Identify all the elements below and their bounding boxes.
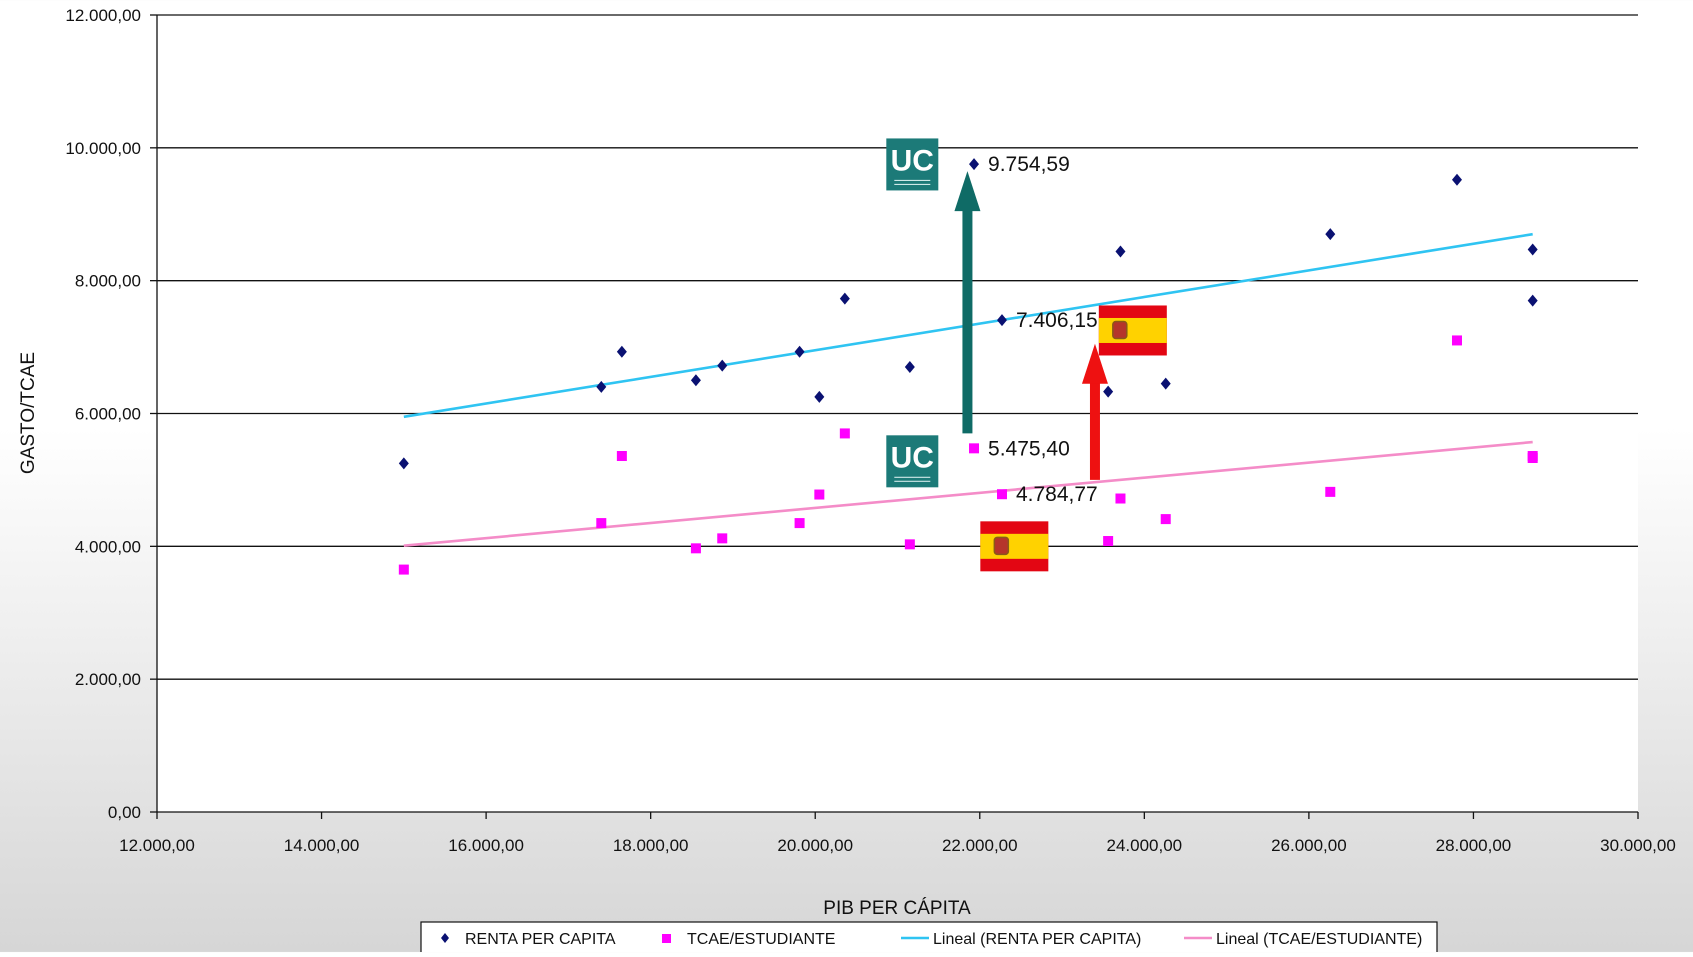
y-axis-title: GASTO/TCAE xyxy=(18,352,39,474)
legend-label: Lineal (RENTA PER CAPITA) xyxy=(933,931,1141,948)
arrow-head xyxy=(1081,343,1108,384)
legend-label: RENTA PER CAPITA xyxy=(465,931,616,948)
x-axis-title: PIB PER CÁPITA xyxy=(823,898,971,919)
flag-yellow xyxy=(980,533,1049,559)
data-point xyxy=(717,533,728,544)
data-point xyxy=(969,158,980,171)
legend: RENTA PER CAPITA TCAE/ESTUDIANTE Lineal (R… xyxy=(420,921,1438,955)
spain-flag xyxy=(980,521,1049,572)
arrows xyxy=(954,171,1108,480)
data-point xyxy=(596,518,607,529)
value-annotation: 7.406,15 xyxy=(1016,309,1098,332)
uc-logo: UC xyxy=(886,435,939,488)
data-point xyxy=(1451,173,1462,186)
data-point xyxy=(1160,514,1171,525)
spain-flag xyxy=(1098,305,1167,356)
data-point xyxy=(1451,335,1462,346)
x-tick-label: 22.000,00 xyxy=(942,836,1018,855)
data-point xyxy=(1325,228,1336,241)
data-point xyxy=(1103,536,1114,547)
uc-logo-bg xyxy=(886,435,939,488)
data-point xyxy=(398,564,409,575)
data-point xyxy=(398,457,409,470)
data-point xyxy=(1115,493,1126,504)
data-point xyxy=(690,374,701,387)
data-point xyxy=(690,543,701,554)
data-point xyxy=(839,292,850,305)
x-tick-label: 14.000,00 xyxy=(284,836,360,855)
data-point xyxy=(1160,377,1171,390)
legend-marker xyxy=(441,933,449,943)
trendline xyxy=(403,440,1533,547)
data-point xyxy=(616,345,627,358)
x-tick-label: 20.000,00 xyxy=(777,836,853,855)
x-tick-label: 30.000,00 xyxy=(1600,836,1676,855)
data-point xyxy=(996,314,1007,327)
data-point xyxy=(996,489,1007,500)
legend-label: TCAE/ESTUDIANTE xyxy=(687,931,835,948)
uc-logo-bg xyxy=(886,138,939,191)
data-point xyxy=(1527,294,1538,307)
y-tick-label: 2.000,00 xyxy=(75,670,141,689)
data-point xyxy=(1527,243,1538,256)
annotations: 9.754,59 7.406,15 5.475,40 4.784,77 xyxy=(988,153,1098,506)
data-point xyxy=(616,451,627,462)
legend-item: RENTA PER CAPITA xyxy=(441,931,616,948)
legend-item: Lineal (TCAE/ESTUDIANTE) xyxy=(1184,931,1422,948)
y-tick-label: 0,00 xyxy=(108,803,141,822)
tick-labels: 12.000,00 14.000,00 16.000,00 18.000,00 20.0… xyxy=(65,6,1675,855)
legend-marker xyxy=(662,934,671,943)
data-point xyxy=(814,390,825,403)
gridlines xyxy=(157,14,1638,680)
flag-coat-of-arms xyxy=(1112,320,1128,340)
y-tick-label: 8.000,00 xyxy=(75,272,141,291)
x-tick-label: 28.000,00 xyxy=(1436,836,1512,855)
value-annotation: 5.475,40 xyxy=(988,437,1070,460)
flag-coat-of-arms xyxy=(993,536,1010,556)
legend-label: Lineal (TCAE/ESTUDIANTE) xyxy=(1216,931,1422,948)
x-tick-label: 18.000,00 xyxy=(613,836,689,855)
data-point xyxy=(1325,486,1336,497)
y-tick-label: 6.000,00 xyxy=(75,405,141,424)
arrow-head xyxy=(954,171,981,212)
data-point xyxy=(904,361,915,374)
uc-gap-arrow xyxy=(954,171,981,434)
data-point xyxy=(1103,385,1114,398)
value-annotation: 4.784,77 xyxy=(1016,483,1098,506)
data-point xyxy=(969,443,980,454)
data-point xyxy=(814,489,825,500)
y-tick-label: 12.000,00 xyxy=(65,6,141,25)
x-tick-label: 26.000,00 xyxy=(1271,836,1347,855)
x-tick-label: 16.000,00 xyxy=(448,836,524,855)
data-point xyxy=(596,380,607,393)
flag-yellow xyxy=(1098,317,1167,343)
badges: UC UC xyxy=(886,138,1167,572)
data-point xyxy=(904,539,915,550)
legend-item: TCAE/ESTUDIANTE xyxy=(662,931,835,948)
data-point xyxy=(1527,451,1538,462)
uc-logo-text: UC xyxy=(891,441,934,474)
legend-item: Lineal (RENTA PER CAPITA) xyxy=(901,931,1141,948)
uc-logo: UC xyxy=(886,138,939,191)
data-point xyxy=(839,428,850,439)
data-point xyxy=(794,345,805,358)
data-point xyxy=(717,359,728,372)
y-tick-label: 10.000,00 xyxy=(65,139,141,158)
uc-logo-text: UC xyxy=(891,144,934,177)
data-point xyxy=(1115,245,1126,258)
value-annotation: 9.754,59 xyxy=(988,153,1070,176)
axes xyxy=(150,14,1639,819)
spain-gap-arrow xyxy=(1081,343,1108,480)
y-tick-label: 4.000,00 xyxy=(75,537,141,556)
x-tick-label: 12.000,00 xyxy=(119,836,195,855)
x-tick-label: 24.000,00 xyxy=(1107,836,1183,855)
data-point xyxy=(794,518,805,529)
data-points xyxy=(398,158,1538,575)
